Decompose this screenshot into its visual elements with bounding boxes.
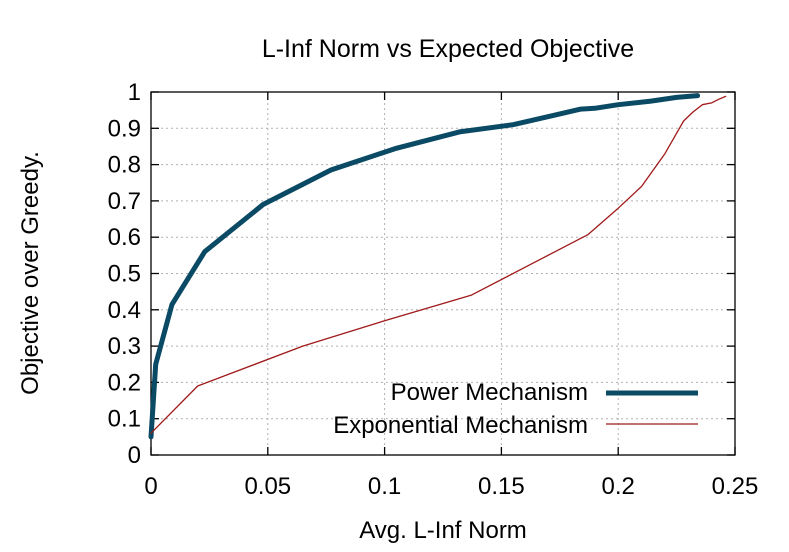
x-tick-label: 0.05 xyxy=(244,473,291,500)
x-tick-label: 0.1 xyxy=(368,473,401,500)
y-tick-label: 0.8 xyxy=(108,152,141,179)
y-tick-label: 1 xyxy=(128,79,141,106)
y-tick-label: 0.7 xyxy=(108,188,141,215)
x-tick-label: 0 xyxy=(144,473,157,500)
x-tick-label: 0.25 xyxy=(712,473,759,500)
y-axis-label: Objective over Greedy. xyxy=(17,151,44,395)
series-line-exponential xyxy=(150,95,727,434)
y-tick-label: 0.5 xyxy=(108,261,141,288)
y-tick-label: 0.4 xyxy=(108,297,141,324)
x-axis-label: Avg. L-Inf Norm xyxy=(359,517,527,544)
chart-title: L-Inf Norm vs Expected Objective xyxy=(262,35,634,63)
series-lines xyxy=(148,93,727,440)
axis-ticks: 0 0.05 0.1 0.15 0.2 0.25 0 0.1 0.2 0.3 0.4 0.5 0.6 0.… xyxy=(108,79,759,500)
legend-label-exponential: Exponential Mechanism xyxy=(333,412,588,439)
y-tick-label: 0.3 xyxy=(108,333,141,360)
x-tick-label: 0.15 xyxy=(478,473,525,500)
y-tick-label: 0 xyxy=(128,442,141,469)
legend-label-power: Power Mechanism xyxy=(391,379,588,406)
series-line-power xyxy=(148,93,701,440)
x-tick-label: 0.2 xyxy=(602,473,635,500)
y-tick-label: 0.6 xyxy=(108,224,141,251)
y-tick-label: 0.1 xyxy=(108,406,141,433)
y-tick-label: 0.9 xyxy=(108,115,141,142)
legend: Power Mechanism Exponential Mechanism xyxy=(333,379,698,439)
y-tick-label: 0.2 xyxy=(108,369,141,396)
